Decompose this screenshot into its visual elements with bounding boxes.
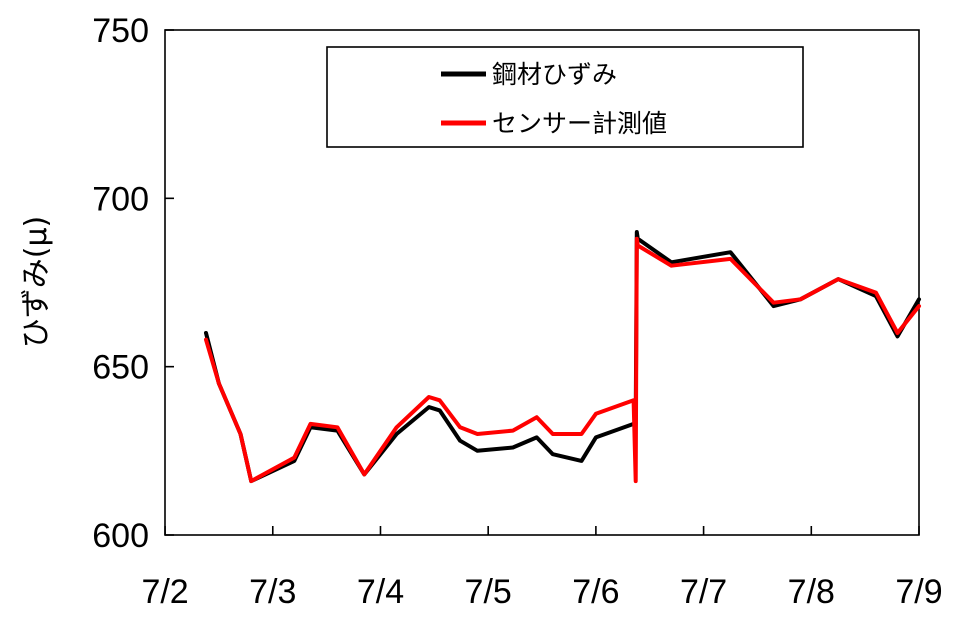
legend: 鋼材ひずみ センサー計測値: [326, 46, 804, 148]
series-layer: [204, 230, 921, 484]
y-tick-label: 650: [92, 349, 149, 387]
y-tick-label: 600: [92, 517, 149, 555]
x-tick-label: 7/7: [680, 573, 727, 611]
x-tick-label: 7/8: [788, 573, 835, 611]
y-axis: 600 650 700 750: [92, 12, 174, 555]
x-tick-label: 7/2: [141, 573, 188, 611]
series-line-sensor: [204, 236, 921, 484]
legend-label-sensor: センサー計測値: [492, 109, 667, 138]
x-tick-label: 7/9: [895, 573, 942, 611]
legend-box: [326, 46, 804, 148]
y-tick-label: 700: [92, 180, 149, 218]
x-tick-label: 7/6: [572, 573, 619, 611]
x-tick-label: 7/3: [249, 573, 296, 611]
y-tick-label: 750: [92, 12, 149, 50]
y-axis-title: ひずみ(μ): [19, 216, 54, 349]
x-tick-label: 7/4: [357, 573, 404, 611]
x-axis: 7/2 7/3 7/4 7/5 7/6 7/7 7/8 7/9: [141, 526, 943, 611]
x-tick-label: 7/5: [465, 573, 512, 611]
legend-label-steel-strain: 鋼材ひずみ: [492, 60, 617, 89]
